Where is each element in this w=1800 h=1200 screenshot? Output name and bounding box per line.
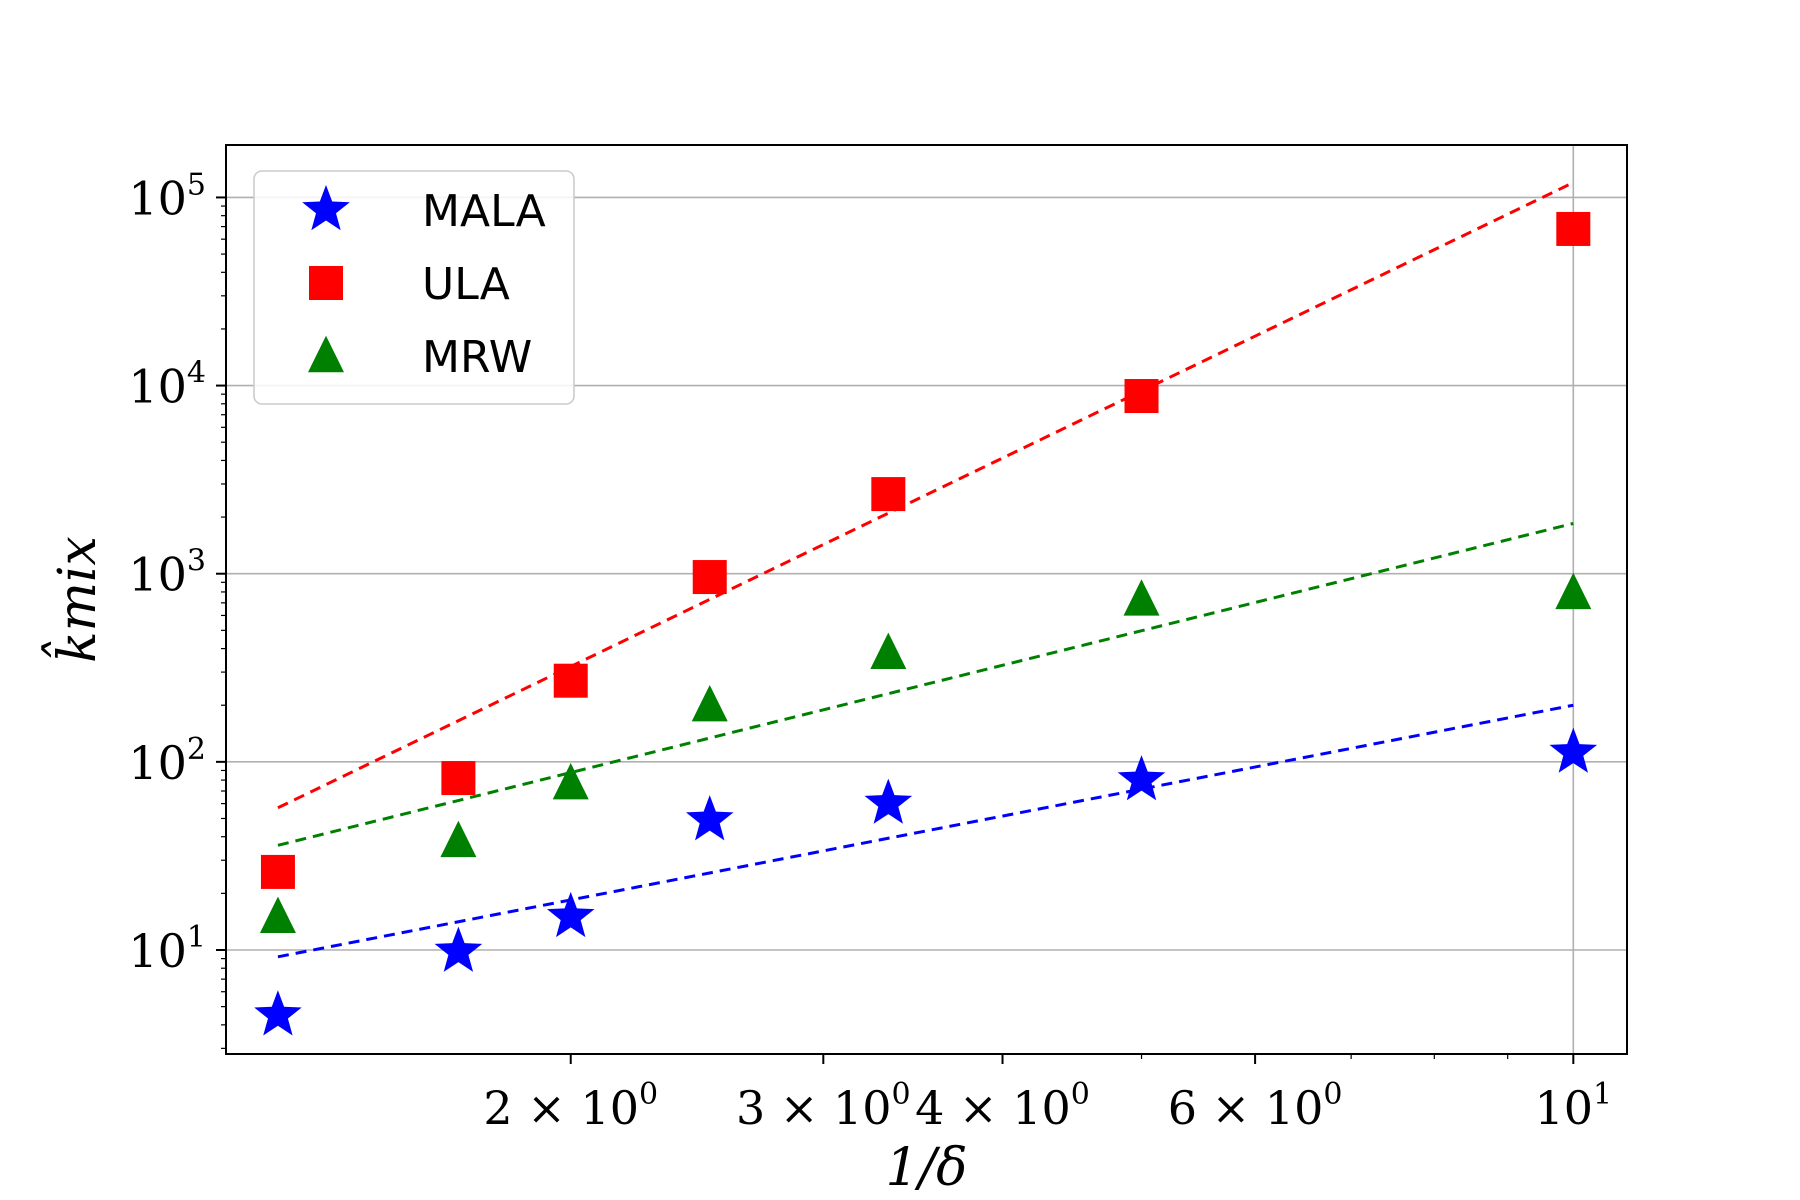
legend-mrw-marker <box>308 335 344 373</box>
mrw-point <box>1555 572 1592 610</box>
x-axis-ticks: 2 × 100 3 × 100 4 × 100 6 × 100 101 <box>483 1054 1612 1135</box>
fit-lines <box>277 181 1574 959</box>
y-axis-ticks: 101 102 103 104 105 <box>128 167 226 1049</box>
ula-point <box>441 761 476 796</box>
mala-point <box>686 795 734 841</box>
legend-mala-marker <box>302 185 350 231</box>
y-axis-label: k̂mix <box>42 536 108 663</box>
mrw-point <box>870 632 907 669</box>
mala-point <box>434 926 483 972</box>
ula-fit-line <box>277 181 1574 810</box>
mrw-fit-line <box>277 521 1574 847</box>
ula-point <box>1556 211 1591 246</box>
x-tick-label: 6 × 100 <box>1168 1077 1343 1135</box>
legend-box <box>253 170 575 405</box>
y-tick-label: 104 <box>128 356 206 414</box>
mala-fit-line <box>277 703 1574 959</box>
y-tick-label: 102 <box>128 732 206 790</box>
y-tick-label: 105 <box>128 167 206 225</box>
ula-point <box>871 477 906 512</box>
y-tick-label: 103 <box>128 544 206 602</box>
ula-point <box>692 560 727 595</box>
mala-point <box>254 990 302 1036</box>
mrw-point <box>440 820 477 858</box>
x-tick-label: 101 <box>1534 1077 1612 1135</box>
mrw-point <box>1123 579 1160 616</box>
mala-point <box>1549 727 1598 773</box>
legend-ula-label: ULA <box>422 259 510 310</box>
ula-point <box>553 663 588 698</box>
mala-point <box>864 778 913 824</box>
mala-point <box>1117 755 1166 801</box>
legend-mala-label: MALA <box>422 186 546 237</box>
legend: MALA ULA MRW <box>253 170 575 405</box>
x-tick-label: 2 × 100 <box>483 1077 658 1135</box>
ula-point <box>260 854 295 889</box>
x-tick-label: 3 × 100 <box>736 1077 911 1135</box>
x-tick-label: 4 × 100 <box>915 1077 1090 1135</box>
ula-point <box>1124 379 1159 414</box>
legend-mrw-label: MRW <box>422 332 532 383</box>
mrw-point <box>691 685 728 722</box>
plot-frame <box>225 144 1628 1055</box>
mrw-point <box>259 896 296 934</box>
x-axis-label: 1/δ <box>886 1138 968 1198</box>
legend-ula-marker <box>309 266 343 300</box>
mala-point <box>547 891 595 938</box>
mrw-point <box>552 763 589 800</box>
data-markers <box>254 211 1598 1036</box>
y-tick-label: 101 <box>128 920 206 978</box>
